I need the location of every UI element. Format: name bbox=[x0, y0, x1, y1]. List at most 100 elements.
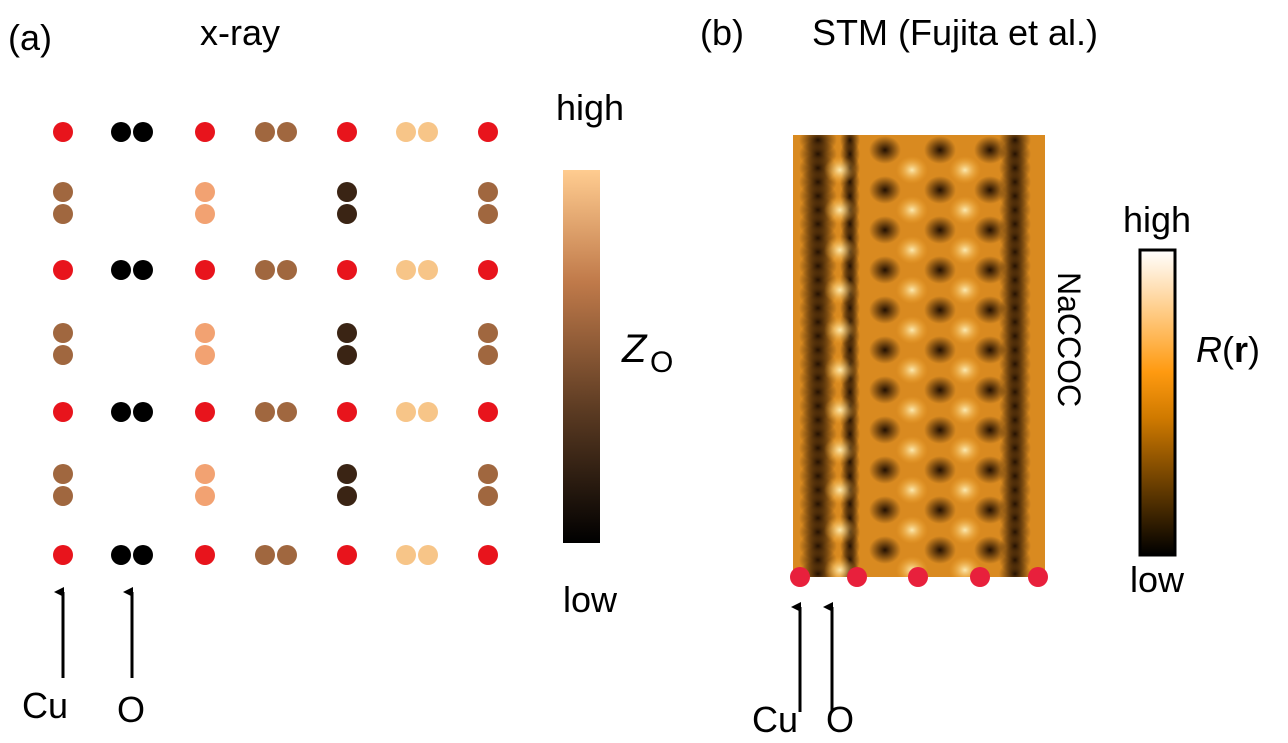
bright-spot bbox=[824, 236, 856, 264]
colorbar-high: high bbox=[1123, 199, 1191, 240]
bright-spot bbox=[896, 476, 928, 504]
colorbar-symbol: R(r) bbox=[1196, 329, 1260, 370]
dark-spot bbox=[869, 256, 901, 284]
o-atom bbox=[53, 182, 73, 202]
bright-spot bbox=[949, 356, 981, 384]
bright-spot bbox=[824, 316, 856, 344]
o-atom bbox=[418, 402, 438, 422]
dark-spot bbox=[974, 456, 1006, 484]
cu-atom bbox=[478, 122, 498, 142]
bright-spot bbox=[949, 276, 981, 304]
bright-spot bbox=[949, 516, 981, 544]
bright-spot bbox=[824, 276, 856, 304]
cu-atom bbox=[337, 122, 357, 142]
o-atom bbox=[277, 260, 297, 280]
dark-spot bbox=[974, 496, 1006, 524]
panel-title: STM (Fujita et al.) bbox=[812, 12, 1098, 53]
paren: ) bbox=[1248, 329, 1260, 370]
dark-spot bbox=[869, 496, 901, 524]
o-atom bbox=[418, 122, 438, 142]
dark-spot bbox=[924, 416, 956, 444]
vector: r bbox=[1234, 329, 1248, 370]
colorbar bbox=[1140, 250, 1175, 555]
dark-spot bbox=[924, 296, 956, 324]
dark-spot bbox=[974, 136, 1006, 164]
paren: ( bbox=[1222, 329, 1234, 370]
bright-spot bbox=[896, 316, 928, 344]
dark-spot bbox=[924, 136, 956, 164]
o-atom bbox=[396, 260, 416, 280]
cu-atom bbox=[790, 567, 810, 587]
dark-spot bbox=[924, 536, 956, 564]
panel-label: (b) bbox=[700, 12, 744, 53]
bright-spot bbox=[949, 236, 981, 264]
arrow-label: O bbox=[117, 689, 145, 730]
stm-image bbox=[793, 126, 1045, 588]
bright-spot bbox=[949, 316, 981, 344]
bright-spot bbox=[824, 356, 856, 384]
o-atom bbox=[255, 402, 275, 422]
cu-atom bbox=[970, 567, 990, 587]
dark-spot bbox=[869, 176, 901, 204]
o-atom bbox=[277, 545, 297, 565]
o-atom bbox=[418, 545, 438, 565]
bright-spot bbox=[824, 396, 856, 424]
dark-spot bbox=[869, 336, 901, 364]
dark-spot bbox=[974, 536, 1006, 564]
panel-label: (a) bbox=[8, 17, 52, 58]
cu-atom bbox=[847, 567, 867, 587]
o-atom bbox=[133, 402, 153, 422]
o-atom bbox=[133, 545, 153, 565]
bright-spot bbox=[896, 196, 928, 224]
o-atom bbox=[255, 122, 275, 142]
figure: (a) x-ray high low Z O Cu O (b) STM (Fuj… bbox=[0, 0, 1288, 738]
colorbar-subscript: O bbox=[650, 346, 673, 379]
cu-atom bbox=[337, 402, 357, 422]
cu-atom bbox=[53, 545, 73, 565]
dark-spot bbox=[869, 136, 901, 164]
dark-spot bbox=[869, 456, 901, 484]
o-atom bbox=[337, 204, 357, 224]
cu-atom bbox=[908, 567, 928, 587]
cu-atom bbox=[195, 545, 215, 565]
o-atom bbox=[111, 402, 131, 422]
arrow-label: Cu bbox=[22, 685, 68, 726]
bright-spot bbox=[824, 156, 856, 184]
arrow-label: O bbox=[826, 699, 854, 738]
colorbar bbox=[563, 170, 600, 543]
dark-stripe bbox=[999, 560, 1031, 588]
bright-spot bbox=[896, 356, 928, 384]
o-atom bbox=[478, 323, 498, 343]
dark-spot bbox=[869, 216, 901, 244]
dark-spot bbox=[974, 176, 1006, 204]
o-atom bbox=[478, 486, 498, 506]
dark-spot bbox=[924, 456, 956, 484]
o-atom bbox=[478, 345, 498, 365]
dark-spot bbox=[974, 256, 1006, 284]
cu-atom bbox=[337, 545, 357, 565]
cu-atom bbox=[53, 402, 73, 422]
bright-spot bbox=[824, 436, 856, 464]
o-atom bbox=[195, 323, 215, 343]
o-atom bbox=[478, 204, 498, 224]
cu-atom bbox=[478, 260, 498, 280]
dark-spot bbox=[869, 296, 901, 324]
lattice bbox=[53, 122, 498, 565]
o-atom bbox=[53, 345, 73, 365]
o-atom bbox=[277, 122, 297, 142]
colorbar-high: high bbox=[556, 87, 624, 128]
o-atom bbox=[396, 122, 416, 142]
cu-atom bbox=[478, 545, 498, 565]
o-atom bbox=[195, 204, 215, 224]
arrow-label: Cu bbox=[752, 699, 798, 738]
bright-spot bbox=[949, 476, 981, 504]
o-atom bbox=[133, 260, 153, 280]
o-atom bbox=[337, 345, 357, 365]
dark-spot bbox=[974, 336, 1006, 364]
cu-atom bbox=[53, 260, 73, 280]
o-atom bbox=[53, 323, 73, 343]
cu-atom bbox=[195, 122, 215, 142]
o-atom bbox=[53, 464, 73, 484]
o-atom bbox=[396, 545, 416, 565]
bright-spot bbox=[824, 476, 856, 504]
